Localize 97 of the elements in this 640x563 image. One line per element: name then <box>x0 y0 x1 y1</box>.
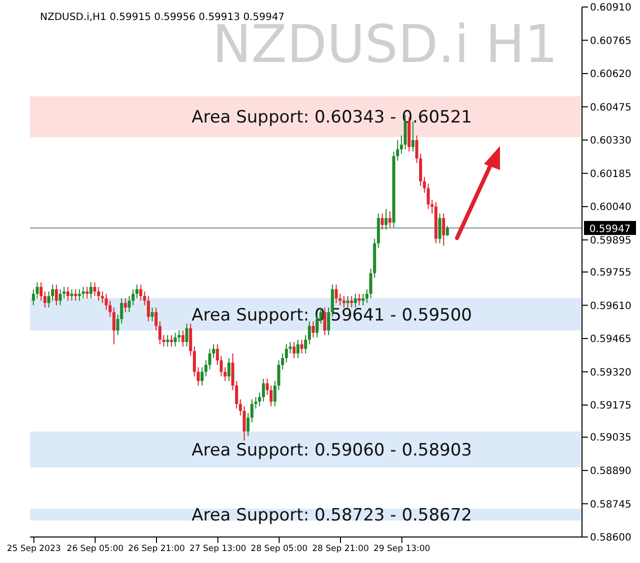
y-tick-label: 0.59035 <box>590 432 632 444</box>
candlestick <box>246 412 250 437</box>
candlestick <box>139 284 142 302</box>
candlestick <box>170 334 173 348</box>
candlestick <box>250 398 254 423</box>
candlestick <box>262 378 265 402</box>
candlestick <box>204 360 208 377</box>
candlestick <box>296 339 300 359</box>
candlestick <box>388 210 392 228</box>
candlestick <box>112 307 116 345</box>
y-tick-label: 0.59320 <box>590 367 632 378</box>
candlestick <box>135 284 138 299</box>
candlestick <box>208 348 212 370</box>
y-tick-label: 0.60185 <box>590 168 632 180</box>
candlestick <box>300 339 304 354</box>
candlestick <box>174 332 177 348</box>
y-tick-label: 0.59610 <box>590 300 632 312</box>
y-tick-label: 0.60475 <box>590 102 632 114</box>
candlestick <box>162 334 166 348</box>
candlestick <box>82 286 85 299</box>
candlestick <box>181 330 184 348</box>
y-tick-label: 0.59465 <box>590 334 632 346</box>
candlestick <box>36 282 39 299</box>
candlestick <box>43 291 46 308</box>
y-tick-label: 0.59175 <box>590 400 632 412</box>
candlestick <box>178 330 181 342</box>
candlestick <box>292 341 296 359</box>
candlestick <box>304 334 308 354</box>
candlestick <box>346 296 350 308</box>
candlestick <box>442 212 446 246</box>
candlestick <box>158 320 162 345</box>
candlestick <box>150 307 154 322</box>
band-label: Area Support: 0.58723 - 0.58672 <box>192 506 472 526</box>
candlestick <box>350 296 354 308</box>
candlestick <box>227 358 230 382</box>
x-tick-label: 26 Sep 05:00 <box>66 544 124 554</box>
candlestick <box>365 288 368 304</box>
candlestick <box>93 282 96 297</box>
x-tick-label: 27 Sep 13:00 <box>189 544 246 554</box>
candlestick <box>146 296 150 322</box>
x-tick-label: 28 Sep 21:00 <box>312 544 369 554</box>
candlestick <box>342 296 346 308</box>
candlestick <box>192 346 196 377</box>
candlestick <box>384 208 388 230</box>
candlestick <box>284 344 288 364</box>
candlestick <box>426 183 430 210</box>
candlestick <box>354 293 357 308</box>
candlestick <box>220 355 223 377</box>
candlestick <box>89 282 92 299</box>
y-tick-label: 0.58890 <box>590 466 632 478</box>
candlestick <box>273 380 276 407</box>
x-tick-label: 28 Sep 05:00 <box>250 544 308 554</box>
ref-line-label: 0.59947 <box>589 224 631 235</box>
candlestick <box>312 320 315 338</box>
candlestick <box>32 288 35 306</box>
y-tick-label: 0.60620 <box>590 69 632 80</box>
candlestick <box>288 341 292 354</box>
candlestick <box>185 323 188 348</box>
y-tick-label: 0.59895 <box>590 235 632 246</box>
candlestick <box>438 212 442 244</box>
candlestick <box>258 392 262 407</box>
x-tick-label: 25 Sep 2023 <box>6 544 61 554</box>
candlestick <box>380 212 384 230</box>
candlestick <box>334 284 338 304</box>
candlestick <box>422 176 426 194</box>
candlestick <box>411 121 414 152</box>
annotation: NZDUSD.i,H1 0.59915 0.59956 0.59913 0.59947 <box>40 12 285 23</box>
y-tick-label: 0.60765 <box>590 36 632 47</box>
x-tick-label: 29 Sep 13:00 <box>373 544 430 554</box>
candlestick <box>97 286 100 302</box>
candlestick <box>66 286 70 302</box>
y-tick-label: 0.60330 <box>590 136 632 147</box>
candlestick <box>58 288 62 306</box>
y-tick-label: 0.58745 <box>590 499 632 510</box>
candlestick <box>189 323 192 356</box>
band-label: Area Support: 0.59060 - 0.58903 <box>192 440 472 461</box>
candlestick <box>154 307 158 332</box>
candlestick <box>54 284 58 306</box>
candlestick <box>100 291 104 304</box>
y-tick-label: 0.59755 <box>590 268 632 279</box>
x-tick-label: 26 Sep 21:00 <box>128 544 185 554</box>
candlestick <box>86 286 89 299</box>
candlestick <box>400 134 403 154</box>
candlestick <box>124 298 127 313</box>
band-label: Area Support: 0.60343 - 0.60521 <box>192 108 472 128</box>
candlestick <box>308 320 311 345</box>
candlestick <box>166 334 170 348</box>
y-tick-label: 0.60040 <box>590 202 632 214</box>
candlestick <box>238 398 242 416</box>
y-tick-label: 0.58600 <box>590 532 632 544</box>
candlestick <box>216 344 219 366</box>
candlestick <box>200 366 204 386</box>
candlestick <box>40 282 43 302</box>
candlestick <box>242 406 246 442</box>
candlestick <box>196 366 200 386</box>
y-tick-label: 0.60910 <box>590 2 632 14</box>
candlestick <box>254 396 258 410</box>
